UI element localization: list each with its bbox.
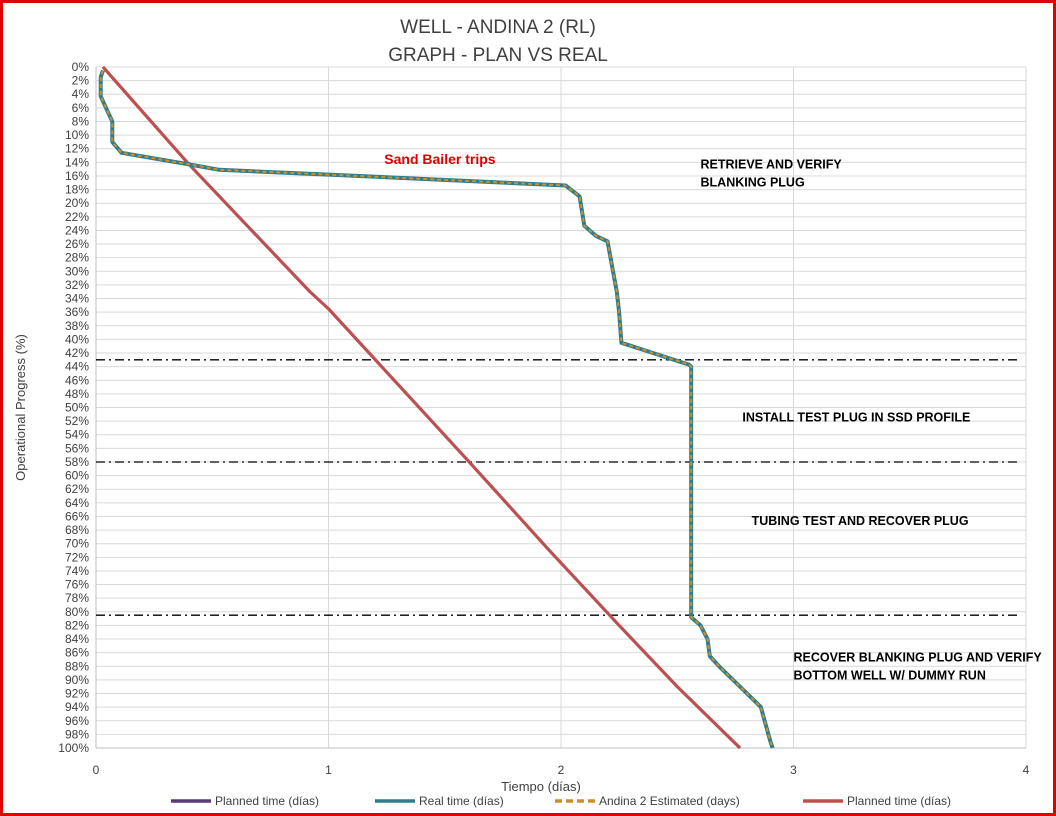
y-tick-label: 20% — [65, 196, 89, 210]
legend-label: Planned time (días) — [847, 794, 951, 808]
y-tick-label: 82% — [65, 618, 89, 632]
series-line-real — [98, 69, 775, 749]
y-tick-label: 56% — [65, 441, 89, 455]
y-tick-label: 32% — [65, 278, 89, 292]
y-tick-label: 44% — [65, 360, 89, 374]
y-tick-label: 18% — [65, 183, 89, 197]
y-tick-label: 68% — [65, 523, 89, 537]
x-tick-label: 4 — [1023, 763, 1030, 777]
y-tick-label: 94% — [65, 700, 89, 714]
series-line-planned — [101, 66, 742, 750]
legend-entry: Planned time (días) — [803, 794, 951, 808]
y-tick-label: 74% — [65, 564, 89, 578]
y-tick-label: 78% — [65, 591, 89, 605]
series-3 — [101, 66, 742, 750]
y-tick-label: 88% — [65, 659, 89, 673]
series-1 — [98, 69, 775, 749]
y-tick-label: 64% — [65, 496, 89, 510]
y-tick-label: 58% — [65, 455, 89, 469]
y-axis-label: Operational Progress (%) — [13, 334, 28, 481]
y-tick-label: 12% — [65, 142, 89, 156]
legend-entry: Planned time (días) — [171, 794, 319, 808]
y-tick-label: 6% — [72, 101, 90, 115]
annotation-retrieve: RETRIEVE AND VERIFY — [701, 158, 843, 172]
y-tick-label: 62% — [65, 482, 89, 496]
legend-label: Planned time (días) — [215, 794, 319, 808]
legend: Planned time (días) Real time (días) Andin… — [171, 794, 951, 808]
y-tick-label: 86% — [65, 646, 89, 660]
y-tick-label: 92% — [65, 687, 89, 701]
x-tick-label: 2 — [558, 763, 565, 777]
y-tick-label: 54% — [65, 428, 89, 442]
y-tick-label: 14% — [65, 155, 89, 169]
legend-label: Real time (días) — [419, 794, 504, 808]
y-tick-label: 72% — [65, 550, 89, 564]
y-tick-label: 26% — [65, 237, 89, 251]
x-tick-label: 1 — [325, 763, 332, 777]
x-tick-label: 3 — [790, 763, 797, 777]
annotation-install: INSTALL TEST PLUG IN SSD PROFILE — [742, 410, 970, 424]
legend-entry: Real time (días) — [375, 794, 504, 808]
y-tick-label: 36% — [65, 305, 89, 319]
y-tick-label: 10% — [65, 128, 89, 142]
y-tick-label: 42% — [65, 346, 89, 360]
series-line-estimated — [99, 70, 774, 749]
y-tick-label: 60% — [65, 469, 89, 483]
phase-lines — [96, 359, 1018, 616]
y-tick-label: 76% — [65, 578, 89, 592]
axes: 0%2%4%6%8%10%12%14%16%18%20%22%24%26%28%… — [13, 60, 1030, 794]
y-tick-label: 50% — [65, 401, 89, 415]
annotation-recover: RECOVER BLANKING PLUG AND VERIFY — [794, 651, 1043, 665]
y-tick-label: 84% — [65, 632, 89, 646]
chart-title-line: WELL - ANDINA 2 (RL) — [400, 17, 596, 38]
y-tick-label: 70% — [65, 537, 89, 551]
series-group — [98, 66, 775, 750]
y-tick-label: 96% — [65, 714, 89, 728]
x-axis-label: Tiempo (días) — [501, 779, 581, 794]
y-tick-label: 22% — [65, 210, 89, 224]
y-tick-label: 4% — [72, 87, 90, 101]
y-tick-label: 48% — [65, 387, 89, 401]
grid — [95, 66, 1027, 749]
plan-vs-real-chart: 0%2%4%6%8%10%12%14%16%18%20%22%24%26%28%… — [13, 17, 1042, 808]
y-tick-label: 100% — [58, 741, 89, 755]
y-tick-label: 30% — [65, 264, 89, 278]
series-2 — [99, 70, 774, 749]
legend-label: Andina 2 Estimated (days) — [599, 794, 740, 808]
y-tick-label: 2% — [72, 74, 90, 88]
y-tick-label: 28% — [65, 251, 89, 265]
annotation-sand-bailer: Sand Bailer trips — [384, 151, 495, 167]
y-tick-label: 40% — [65, 332, 89, 346]
chart-title: WELL - ANDINA 2 (RL) GRAPH - PLAN VS REAL — [388, 17, 608, 66]
legend-entry: Andina 2 Estimated (days) — [555, 794, 740, 808]
y-tick-label: 80% — [65, 605, 89, 619]
y-tick-label: 0% — [72, 60, 90, 74]
y-tick-label: 38% — [65, 319, 89, 333]
x-tick-label: 0 — [93, 763, 100, 777]
annotations: Sand Bailer trips RETRIEVE AND VERIFY BLAN… — [384, 151, 1042, 683]
y-tick-label: 52% — [65, 414, 89, 428]
annotation-recover: BOTTOM WELL W/ DUMMY RUN — [794, 669, 986, 683]
y-tick-label: 8% — [72, 114, 90, 128]
y-tick-label: 90% — [65, 673, 89, 687]
y-tick-label: 34% — [65, 292, 89, 306]
y-tick-label: 98% — [65, 727, 89, 741]
y-tick-label: 16% — [65, 169, 89, 183]
chart-title-line: GRAPH - PLAN VS REAL — [388, 45, 608, 66]
y-tick-label: 24% — [65, 223, 89, 237]
annotation-retrieve: BLANKING PLUG — [701, 176, 805, 190]
annotation-tubing: TUBING TEST AND RECOVER PLUG — [752, 514, 969, 528]
y-tick-label: 46% — [65, 373, 89, 387]
y-tick-label: 66% — [65, 509, 89, 523]
